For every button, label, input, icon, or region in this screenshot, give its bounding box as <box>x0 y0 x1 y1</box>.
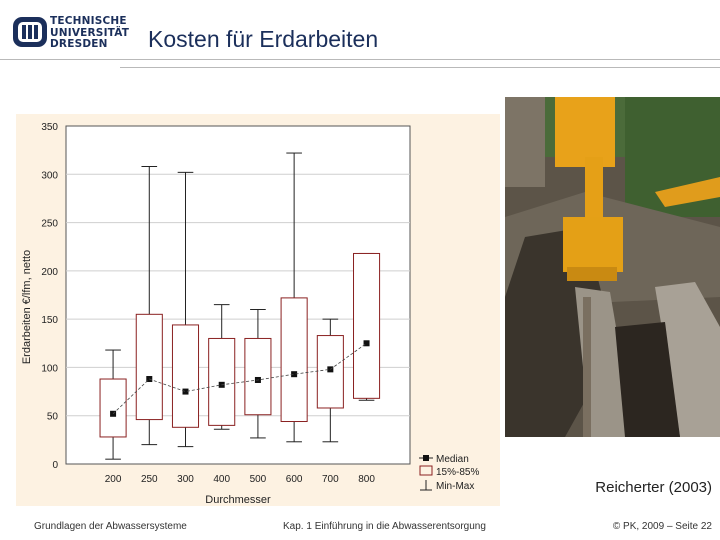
legend-median-label: Median <box>436 454 469 465</box>
x-tick-label: 200 <box>105 474 122 485</box>
legend-minmax-label: Min-Max <box>436 481 474 492</box>
box-series <box>99 152 381 460</box>
box-200 <box>99 378 127 438</box>
slide-title: Kosten für Erdarbeiten <box>148 26 379 52</box>
excavation-photo-image <box>505 97 720 437</box>
y-tick-label: 250 <box>41 219 58 230</box>
y-tick-label: 100 <box>41 363 58 374</box>
chart-svg: 0 50 100 150 200 250 300 350 200 250 300 400 500 600… <box>16 114 500 506</box>
excavation-photo <box>505 97 720 437</box>
footer-course: Grundlagen der Abwassersysteme <box>34 521 187 532</box>
logo-line: DRESDEN <box>50 38 108 50</box>
median-marker-800 <box>363 340 370 347</box>
x-tick-label: 250 <box>141 474 158 485</box>
x-tick-label: 400 <box>213 474 230 485</box>
logo-line: TECHNISCHE <box>50 15 127 27</box>
header-divider-secondary <box>120 67 720 68</box>
box-800 <box>353 252 381 399</box>
footer-chapter: Kap. 1 Einführung in die Abwasserentsorg… <box>283 521 486 532</box>
footer-page: © PK, 2009 – Seite 22 <box>612 521 712 532</box>
legend-median-marker <box>423 455 429 461</box>
y-tick-label: 200 <box>41 267 58 278</box>
photo-credit: Reicherter (2003) <box>595 479 712 496</box>
logo-text: TECHNISCHE UNIVERSITÄT DRESDEN <box>50 15 130 51</box>
box-600 <box>280 297 308 423</box>
x-tick-label: 500 <box>250 474 267 485</box>
box-250 <box>135 313 163 421</box>
tu-dresden-logo <box>12 14 130 54</box>
x-tick-labels: 200 250 300 400 500 600 700 800 <box>105 474 376 485</box>
y-tick-label: 0 <box>52 460 58 471</box>
legend-range-label: 15%-85% <box>436 467 479 478</box>
chart-legend: Median 15%-85% Min-Max <box>419 454 479 492</box>
x-axis-label: Durchmesser <box>205 494 271 506</box>
tu-dresden-emblem-icon <box>13 17 47 47</box>
y-tick-label: 50 <box>47 412 59 423</box>
y-tick-labels: 0 50 100 150 200 250 300 350 <box>41 122 58 471</box>
legend-range-box <box>419 465 433 476</box>
header-divider <box>0 59 720 60</box>
y-axis-label: Erdarbeiten €/lfm, netto <box>21 250 33 364</box>
median-trend-line <box>112 342 367 415</box>
grid-lines <box>66 173 410 417</box>
median-marker-300 <box>182 388 189 395</box>
x-tick-label: 600 <box>286 474 303 485</box>
y-tick-label: 150 <box>41 315 58 326</box>
box-500 <box>244 337 272 416</box>
boxplot-chart: 0 50 100 150 200 250 300 350 200 250 300 400 500 600… <box>16 114 500 506</box>
y-tick-label: 300 <box>41 170 58 181</box>
x-tick-label: 700 <box>322 474 339 485</box>
box-300 <box>171 324 200 428</box>
x-tick-label: 300 <box>177 474 194 485</box>
logo-line: UNIVERSITÄT <box>50 26 130 39</box>
median-marker-600 <box>291 371 298 378</box>
y-tick-label: 350 <box>41 122 58 133</box>
x-tick-label: 800 <box>358 474 375 485</box>
